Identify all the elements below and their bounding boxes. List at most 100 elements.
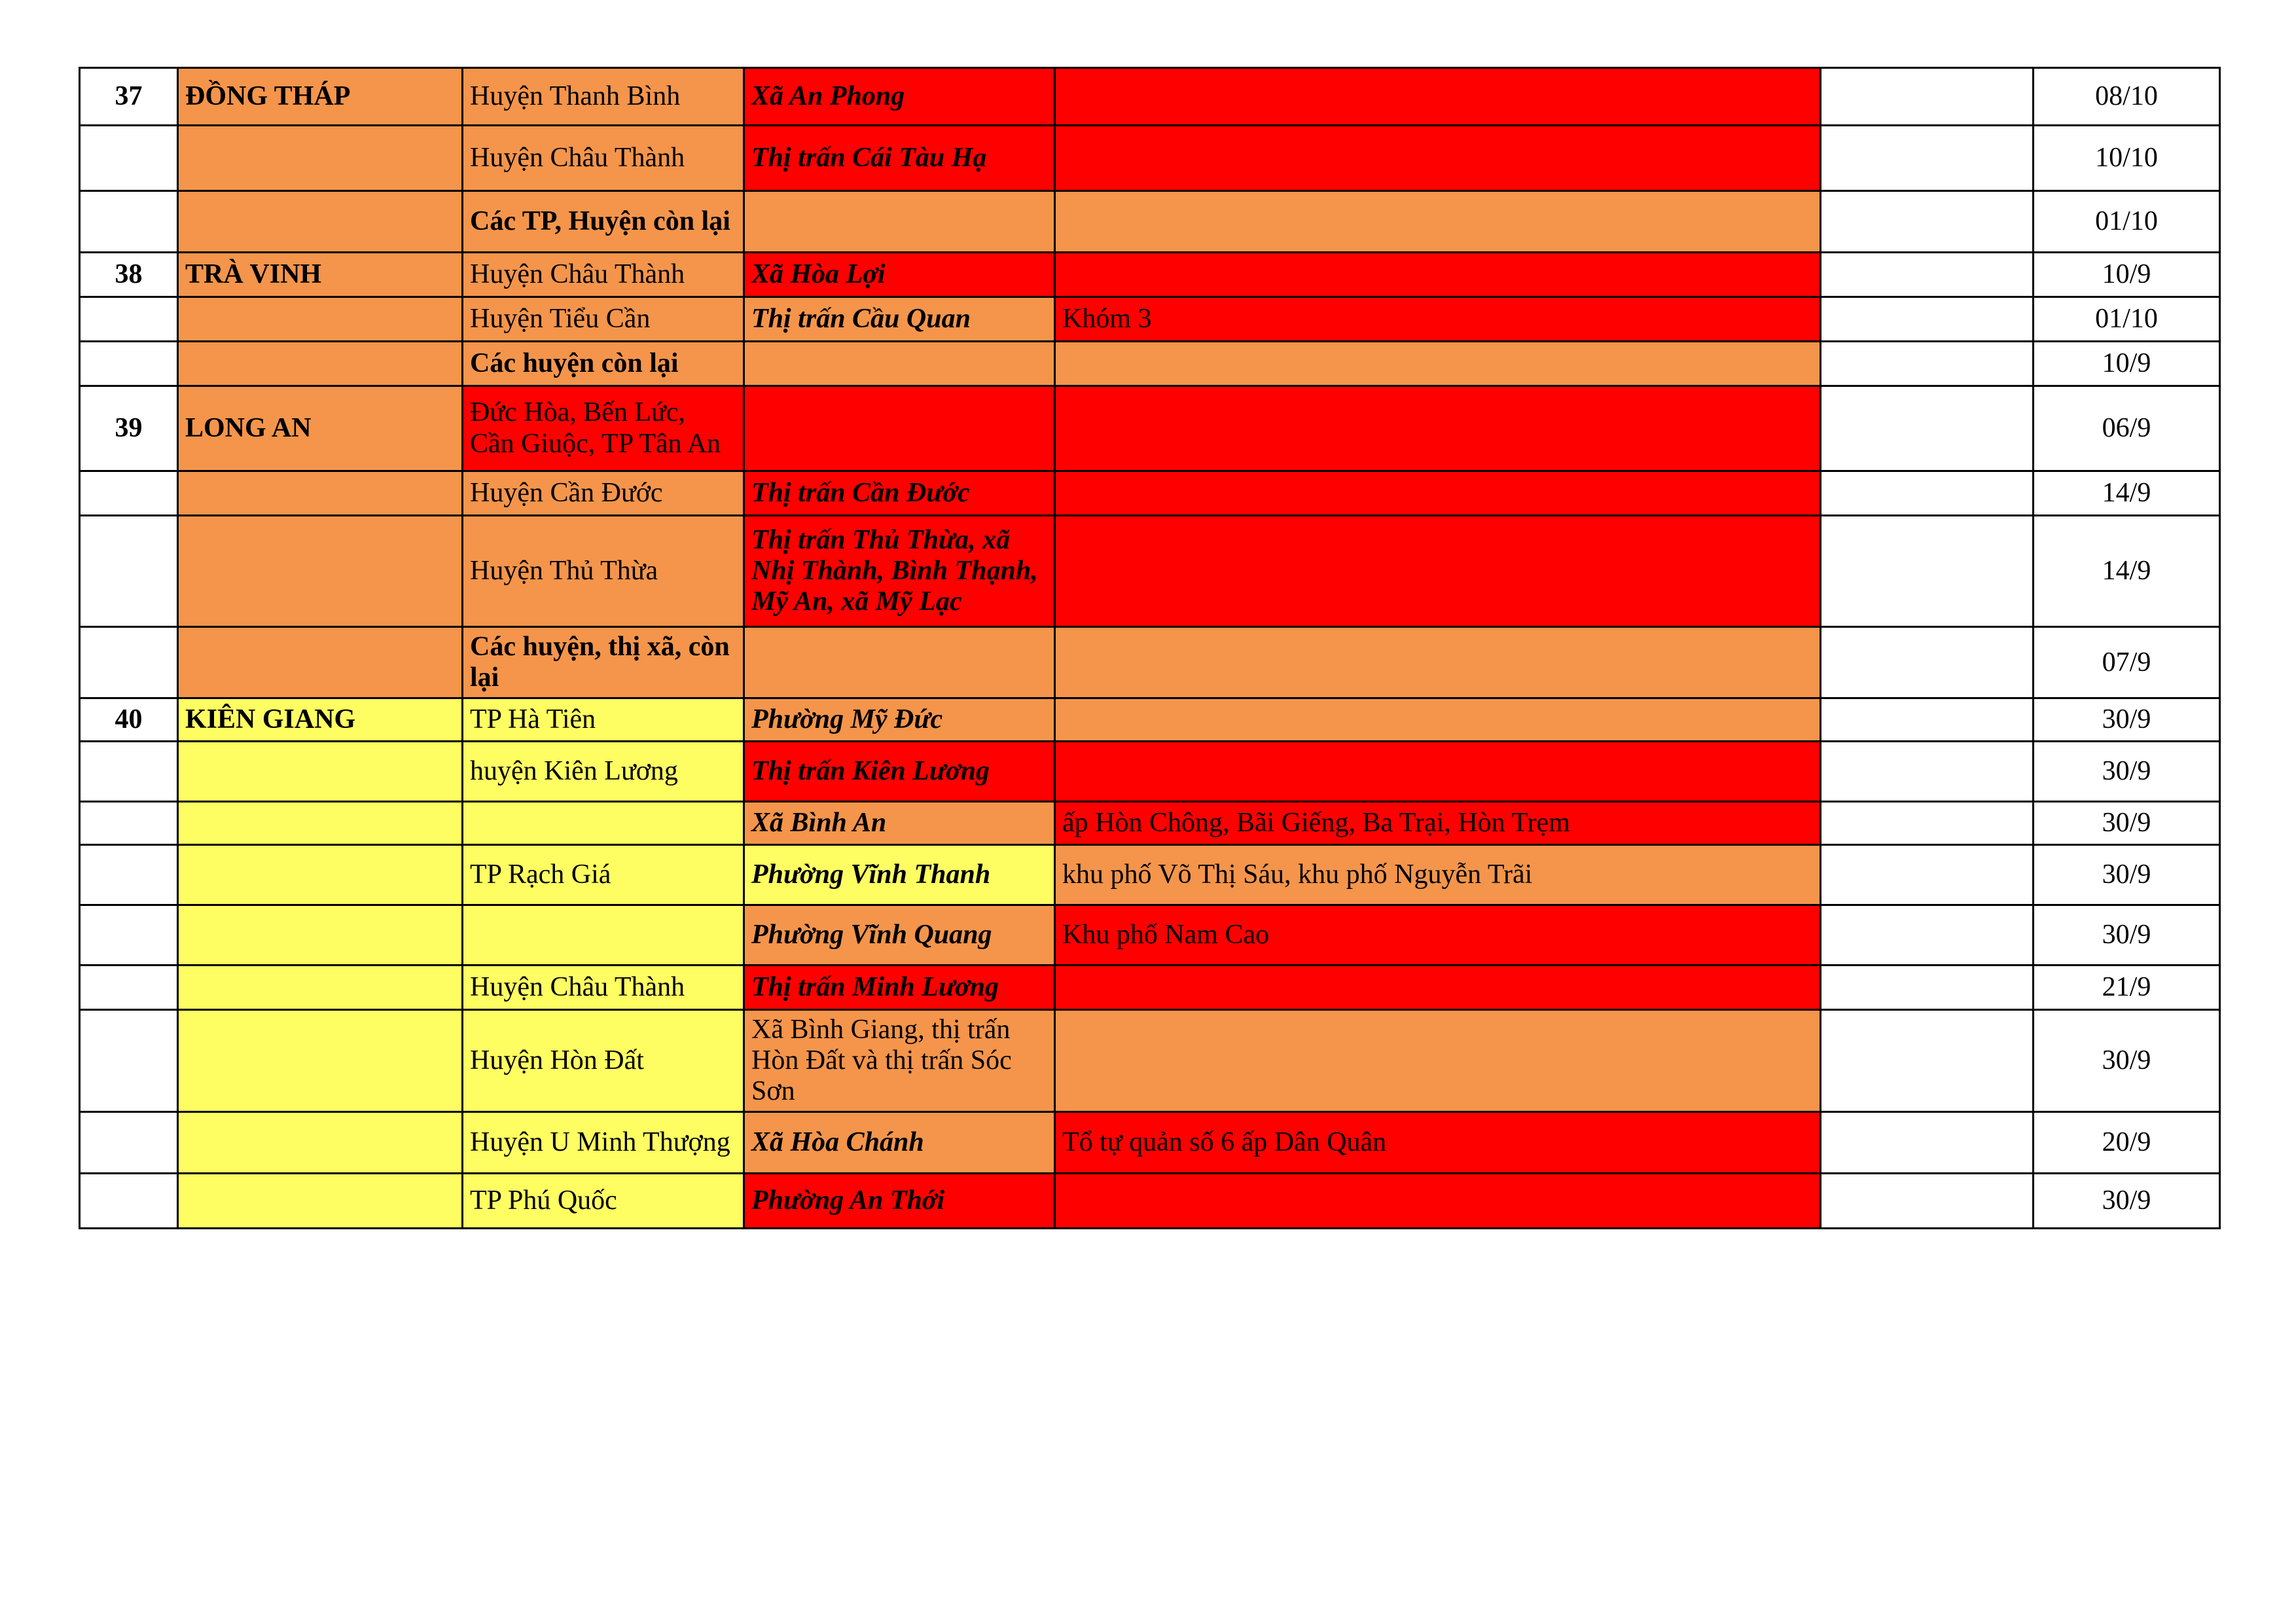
- table-row: TP Phú Quốc Phường An Thới 30/9: [79, 1172, 2221, 1230]
- cell-blank: [1820, 1009, 2034, 1113]
- table-row: Phường Vĩnh Quang Khu phố Nam Cao 30/9: [79, 904, 2221, 967]
- cell-blank: [1820, 124, 2034, 192]
- cell-district: Huyện Châu Thành: [461, 251, 745, 298]
- cell-detail: [1054, 514, 1821, 628]
- cell-province: [177, 625, 463, 700]
- cell-detail: [1054, 251, 1821, 298]
- cell-province: [177, 801, 463, 846]
- cell-district: Các huyện còn lại: [461, 340, 745, 387]
- cell-stt: [79, 844, 179, 907]
- cell-stt: [79, 904, 179, 967]
- cell-date: 14/9: [2032, 470, 2221, 516]
- cell-blank: [1820, 251, 2034, 298]
- cell-district: [461, 801, 745, 846]
- cell-district: Huyện Tiểu Cần: [461, 296, 745, 342]
- table-body: 37 ĐỒNG THÁP Huyện Thanh Bình Xã An Phong 08…: [79, 67, 2221, 1230]
- cell-date: 01/10: [2032, 296, 2221, 342]
- cell-blank: [1820, 625, 2034, 700]
- cell-district: huyện Kiên Lương: [461, 740, 745, 803]
- cell-blank: [1820, 514, 2034, 628]
- cell-province: LONG AN: [177, 385, 463, 472]
- cell-district: Huyện Châu Thành: [461, 124, 745, 192]
- cell-detail: [1054, 385, 1821, 472]
- cell-province: [177, 470, 463, 516]
- cell-province: [177, 844, 463, 907]
- cell-province: [177, 340, 463, 387]
- cell-blank: [1820, 801, 2034, 846]
- table-row: Huyện Tiểu Cần Thị trấn Cầu Quan Khóm 3 01/…: [79, 296, 2221, 342]
- cell-stt: [79, 1172, 179, 1230]
- cell-date: 07/9: [2032, 625, 2221, 700]
- cell-detail: [1054, 340, 1821, 387]
- cell-province: [177, 740, 463, 803]
- cell-stt: [79, 1009, 179, 1113]
- cell-ward: Thị trấn Thủ Thừa, xã Nhị Thành, Bình Th…: [743, 514, 1056, 628]
- cell-ward: [743, 625, 1056, 700]
- cell-stt: 37: [79, 67, 179, 126]
- cell-detail: [1054, 470, 1821, 516]
- table-row: Huyện U Minh Thượng Xã Hòa Chánh Tổ tự quả…: [79, 1111, 2221, 1175]
- cell-ward: Phường An Thới: [743, 1172, 1056, 1230]
- table-row: TP Rạch Giá Phường Vĩnh Thanh khu phố Võ T…: [79, 844, 2221, 907]
- cell-stt: [79, 964, 179, 1011]
- cell-ward: Xã An Phong: [743, 67, 1056, 126]
- cell-date: 06/9: [2032, 385, 2221, 472]
- table-row: Các TP, Huyện còn lại 01/10: [79, 190, 2221, 253]
- cell-district: Huyện U Minh Thượng: [461, 1111, 745, 1175]
- cell-district: Huyện Thanh Bình: [461, 67, 745, 126]
- cell-ward: Phường Vĩnh Thanh: [743, 844, 1056, 907]
- cell-date: 30/9: [2032, 1172, 2221, 1230]
- cell-district: TP Rạch Giá: [461, 844, 745, 907]
- cell-detail: [1054, 740, 1821, 803]
- cell-date: 01/10: [2032, 190, 2221, 253]
- cell-detail: [1054, 67, 1821, 126]
- cell-blank: [1820, 190, 2034, 253]
- cell-ward: [743, 340, 1056, 387]
- cell-date: 21/9: [2032, 964, 2221, 1011]
- cell-detail: Khóm 3: [1054, 296, 1821, 342]
- cell-province: ĐỒNG THÁP: [177, 67, 463, 126]
- cell-date: 30/9: [2032, 844, 2221, 907]
- cell-blank: [1820, 67, 2034, 126]
- cell-ward: Thị trấn Cầu Quan: [743, 296, 1056, 342]
- cell-district: Đức Hòa, Bến Lức, Cần Giuộc, TP Tân An: [461, 385, 745, 472]
- cell-detail: khu phố Võ Thị Sáu, khu phố Nguyễn Trãi: [1054, 844, 1821, 907]
- cell-detail: [1054, 1009, 1821, 1113]
- cell-detail: [1054, 697, 1821, 743]
- cell-blank: [1820, 340, 2034, 387]
- cell-detail: Khu phố Nam Cao: [1054, 904, 1821, 967]
- cell-blank: [1820, 296, 2034, 342]
- cell-district: Huyện Hòn Đất: [461, 1009, 745, 1113]
- cell-province: [177, 514, 463, 628]
- cell-blank: [1820, 740, 2034, 803]
- cell-ward: Xã Bình Giang, thị trấn Hòn Đất và thị t…: [743, 1009, 1056, 1113]
- cell-detail: [1054, 124, 1821, 192]
- cell-ward: Xã Bình An: [743, 801, 1056, 846]
- cell-province: TRÀ VINH: [177, 251, 463, 298]
- cell-province: [177, 1009, 463, 1113]
- cell-detail: [1054, 964, 1821, 1011]
- cell-stt: [79, 190, 179, 253]
- cell-stt: [79, 740, 179, 803]
- cell-district: Huyện Châu Thành: [461, 964, 745, 1011]
- cell-date: 10/9: [2032, 340, 2221, 387]
- table-row: 37 ĐỒNG THÁP Huyện Thanh Bình Xã An Phong 08…: [79, 67, 2221, 126]
- table-row: Các huyện còn lại 10/9: [79, 340, 2221, 387]
- cell-blank: [1820, 904, 2034, 967]
- cell-stt: [79, 340, 179, 387]
- table-row: Huyện Châu Thành Thị trấn Cái Tàu Hạ 10/10: [79, 124, 2221, 192]
- cell-blank: [1820, 470, 2034, 516]
- cell-date: 30/9: [2032, 1009, 2221, 1113]
- table-row: 39 LONG AN Đức Hòa, Bến Lức, Cần Giuộc, TP…: [79, 385, 2221, 472]
- cell-province: [177, 964, 463, 1011]
- cell-ward: Thị trấn Minh Lương: [743, 964, 1056, 1011]
- cell-stt: [79, 801, 179, 846]
- cell-district: TP Hà Tiên: [461, 697, 745, 743]
- cell-detail: [1054, 625, 1821, 700]
- table-row: 40 KIÊN GIANG TP Hà Tiên Phường Mỹ Đức 30/9: [79, 697, 2221, 743]
- cell-province: [177, 1172, 463, 1230]
- table-row: Huyện Cần Đước Thị trấn Cần Đước 14/9: [79, 470, 2221, 516]
- cell-ward: Xã Hòa Chánh: [743, 1111, 1056, 1175]
- table-row: 38 TRÀ VINH Huyện Châu Thành Xã Hòa Lợi 10/9: [79, 251, 2221, 298]
